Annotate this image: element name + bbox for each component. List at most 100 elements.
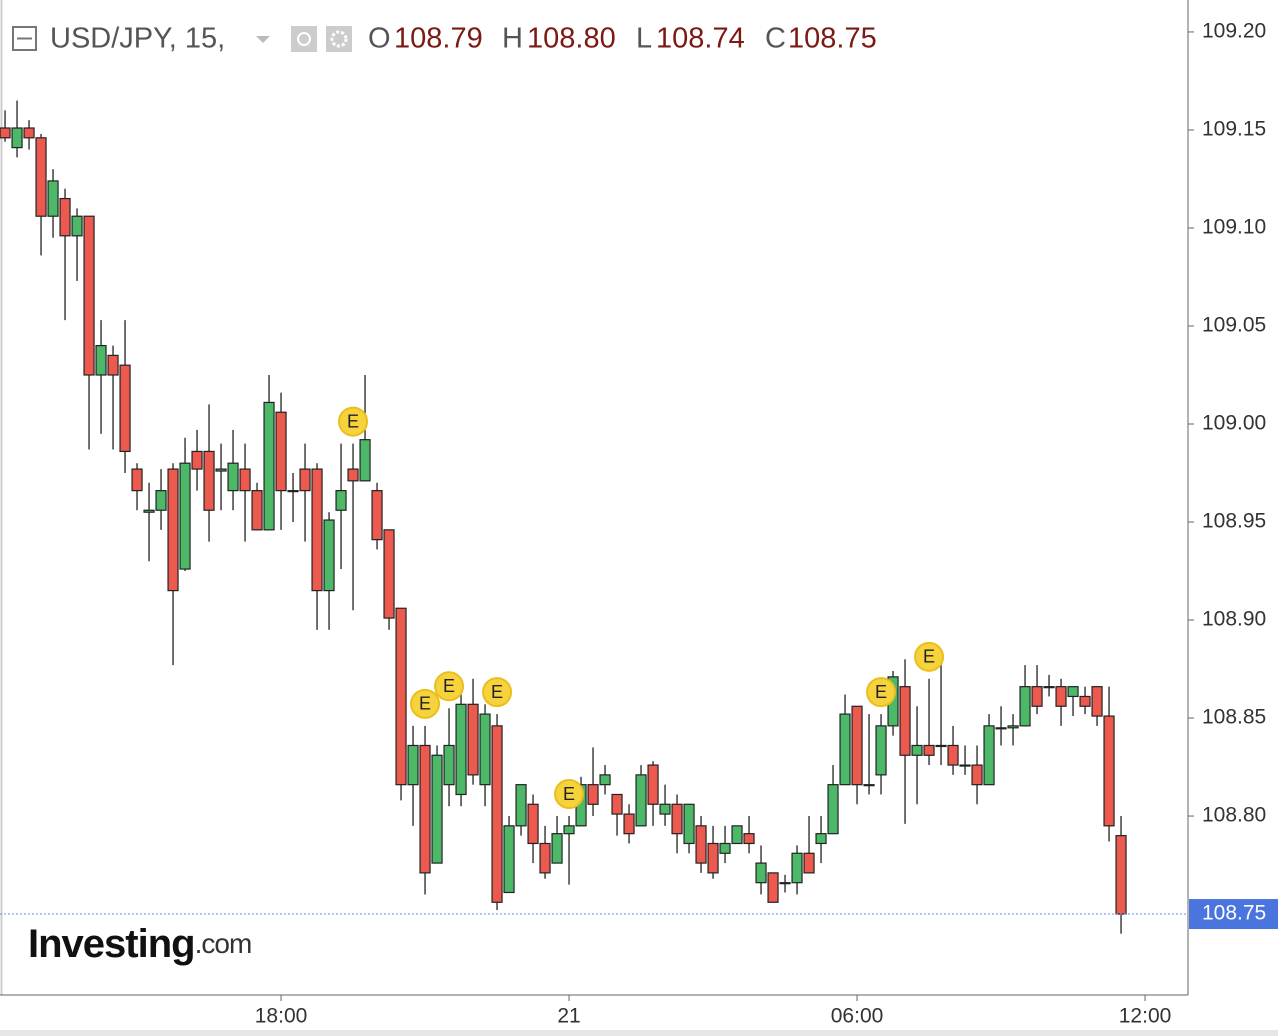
candle-body <box>11 127 23 149</box>
candle-body <box>659 803 671 815</box>
candle-body <box>359 439 371 482</box>
candle-body <box>179 462 191 570</box>
candle-body <box>479 713 491 786</box>
candle-body <box>1055 686 1067 707</box>
candle-body <box>35 137 47 217</box>
settings-icon[interactable] <box>326 26 352 52</box>
candle-body <box>443 744 455 786</box>
candle-body <box>671 803 683 835</box>
candle-body <box>95 344 107 376</box>
candle-body <box>1091 686 1103 717</box>
ohlc-value: 108.80 <box>527 23 616 55</box>
event-marker <box>866 677 897 708</box>
candle-body <box>275 411 287 492</box>
candle-body <box>191 450 203 470</box>
candle-body <box>251 490 263 531</box>
candle-body <box>1103 715 1115 827</box>
candle-body <box>239 468 251 492</box>
ohlc-label: O <box>368 23 391 55</box>
dropdown-arrow[interactable] <box>256 36 270 43</box>
candle-body <box>203 450 215 511</box>
event-marker <box>338 406 369 437</box>
candle-body <box>59 197 71 237</box>
candle-body <box>1115 835 1127 915</box>
candle-body <box>1079 695 1091 707</box>
candle-body <box>923 744 935 756</box>
candle-body <box>695 825 707 864</box>
candle-body <box>215 468 227 472</box>
candle-body <box>347 468 359 482</box>
candle-body <box>23 127 35 139</box>
candle-body <box>563 825 575 835</box>
candle-body <box>947 744 959 766</box>
candle-body <box>491 725 503 903</box>
candle-body <box>503 825 515 894</box>
event-marker <box>482 677 513 708</box>
last-price-box <box>1189 899 1278 930</box>
candle-body <box>227 462 239 492</box>
eye-icon[interactable] <box>291 26 317 52</box>
y-tick-label: 109.20 <box>1202 19 1266 42</box>
watermark-main: Investing <box>28 922 195 966</box>
candle-body <box>371 490 383 541</box>
candle-body <box>839 713 851 786</box>
candle-body <box>899 686 911 756</box>
y-tick-label: 108.95 <box>1202 510 1266 533</box>
x-tick-label: 06:00 <box>831 1005 884 1028</box>
y-tick-label: 108.85 <box>1202 706 1266 729</box>
event-marker <box>554 779 585 810</box>
y-tick-label: 109.15 <box>1202 118 1266 141</box>
candle-body <box>599 774 611 786</box>
candle-body <box>323 519 335 592</box>
x-tick-label: 21 <box>557 1005 580 1028</box>
candle-body <box>1067 686 1079 698</box>
event-label: E <box>443 676 455 696</box>
candle-body <box>971 764 983 786</box>
candle-body <box>335 490 347 511</box>
watermark: Investing.com <box>28 922 251 966</box>
candle-body <box>755 862 767 884</box>
candle-body <box>119 364 131 453</box>
candle-body <box>587 784 599 805</box>
candle-body <box>719 842 731 854</box>
candle-body <box>935 744 947 748</box>
event-label: E <box>923 647 935 667</box>
event-label: E <box>875 682 887 702</box>
candle-body <box>419 744 431 874</box>
event-label: E <box>419 694 431 714</box>
candle-body <box>875 725 887 776</box>
watermark-suffix: .com <box>195 928 252 959</box>
candle-body <box>515 784 527 827</box>
candle-body <box>911 744 923 756</box>
y-tick-label: 108.90 <box>1202 608 1266 631</box>
last-price-label: 108.75 <box>1202 902 1266 925</box>
candle-body <box>623 813 635 835</box>
candle-body <box>1019 686 1031 727</box>
candle-body <box>299 468 311 492</box>
candle-body <box>743 833 755 845</box>
bottom-bar <box>0 1030 1278 1036</box>
symbol: USD/JPY, 15, <box>50 23 225 55</box>
y-tick-label: 109.05 <box>1202 314 1266 337</box>
candle-body <box>83 215 95 376</box>
candle-body <box>131 468 143 492</box>
candle-body <box>263 401 275 531</box>
plot <box>0 100 1127 934</box>
candle-body <box>767 872 779 903</box>
candle-body <box>167 468 179 592</box>
ohlc-value: 108.74 <box>656 23 745 55</box>
event-marker <box>914 641 945 672</box>
candle-body <box>851 705 863 786</box>
x-tick-label: 12:00 <box>1119 1005 1172 1028</box>
candle-body <box>395 607 407 786</box>
candle-body <box>551 833 563 864</box>
eye-icon-glyph <box>297 32 311 46</box>
candle-body <box>863 784 875 787</box>
x-tick-label: 18:00 <box>255 1005 308 1028</box>
y-tick-label: 109.10 <box>1202 216 1266 239</box>
candle-body <box>311 468 323 592</box>
candle-body <box>287 490 299 493</box>
candle-body <box>827 784 839 835</box>
collapse-icon[interactable] <box>12 26 37 51</box>
